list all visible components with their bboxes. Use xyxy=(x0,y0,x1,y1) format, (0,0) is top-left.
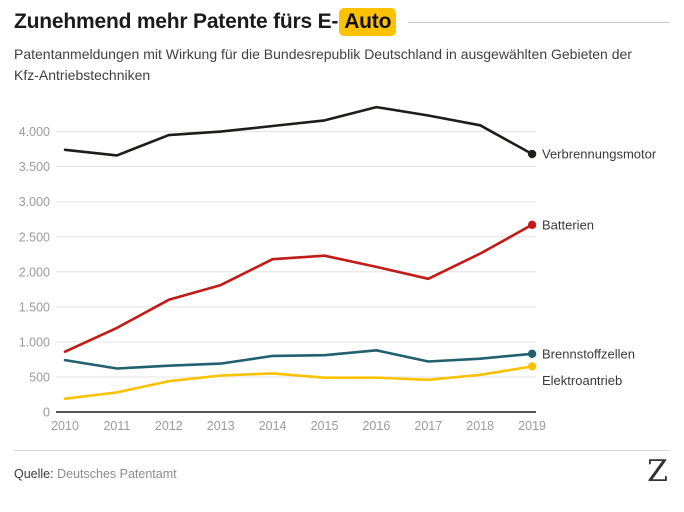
x-tick-label: 2015 xyxy=(311,419,339,433)
chart-area: 0 500 1.000 1.500 2.000 2.500 3.000 3.500 4.000 2… xyxy=(0,90,684,446)
series-endpoint-dot xyxy=(527,149,537,159)
x-tick-label: 2014 xyxy=(259,419,287,433)
y-tick-label: 2.000 xyxy=(19,265,50,279)
source-value: Deutsches Patentamt xyxy=(57,467,177,482)
header: Zunehmend mehr Patente fürs E- Auto Paten… xyxy=(0,0,684,86)
series-line xyxy=(63,349,534,370)
x-tick-label: 2017 xyxy=(414,419,442,433)
x-tick-label: 2010 xyxy=(51,419,79,433)
source-label: Quelle: xyxy=(14,467,54,482)
footer-divider xyxy=(14,450,670,452)
series-line xyxy=(63,223,534,354)
title-highlight: Auto xyxy=(339,8,397,36)
x-tick-label: 2013 xyxy=(207,419,235,433)
x-tick-label: 2016 xyxy=(362,419,390,433)
series-label: Elektroantrieb xyxy=(542,373,622,388)
series-line xyxy=(63,105,534,157)
title-text: Zunehmend mehr Patente fürs E- xyxy=(14,10,339,33)
series-label: Verbrennungsmotor xyxy=(542,147,657,162)
y-tick-label: 2.500 xyxy=(19,230,50,244)
series-label: Batterien xyxy=(542,217,594,232)
title-rule xyxy=(408,22,670,24)
y-tick-label: 3.000 xyxy=(19,195,50,209)
series-endpoint-dot xyxy=(527,362,537,371)
y-tick-label: 500 xyxy=(29,371,50,385)
chart-subtitle: Patentanmeldungen mit Wirkung für die Bu… xyxy=(14,46,632,84)
series-line xyxy=(63,365,534,401)
x-tick-label: 2012 xyxy=(155,419,183,433)
y-tick-label: 1.500 xyxy=(19,300,50,314)
series-endpoint-dot xyxy=(527,220,537,230)
series-label: Brennstoffzellen xyxy=(542,346,635,361)
source-note: Quelle: Deutsches Patentamt xyxy=(14,467,177,481)
x-tick-label: 2011 xyxy=(103,419,130,433)
y-tick-label: 3.500 xyxy=(19,160,50,174)
footer: Quelle: Deutsches Patentamt Z xyxy=(0,451,684,487)
y-tick-label: 0 xyxy=(43,406,50,420)
line-chart: 0 500 1.000 1.500 2.000 2.500 3.000 3.500 4.000 2… xyxy=(19,105,657,433)
y-tick-label: 1.000 xyxy=(19,335,50,349)
title-row: Zunehmend mehr Patente fürs E- Auto xyxy=(14,8,670,36)
y-tick-label: 4.000 xyxy=(19,125,50,139)
page-title: Zunehmend mehr Patente fürs E- Auto xyxy=(14,8,397,36)
series-endpoint-dot xyxy=(527,349,537,359)
x-tick-label: 2018 xyxy=(466,419,494,433)
zeit-logo: Z xyxy=(647,454,668,490)
x-tick-label: 2019 xyxy=(518,419,546,433)
